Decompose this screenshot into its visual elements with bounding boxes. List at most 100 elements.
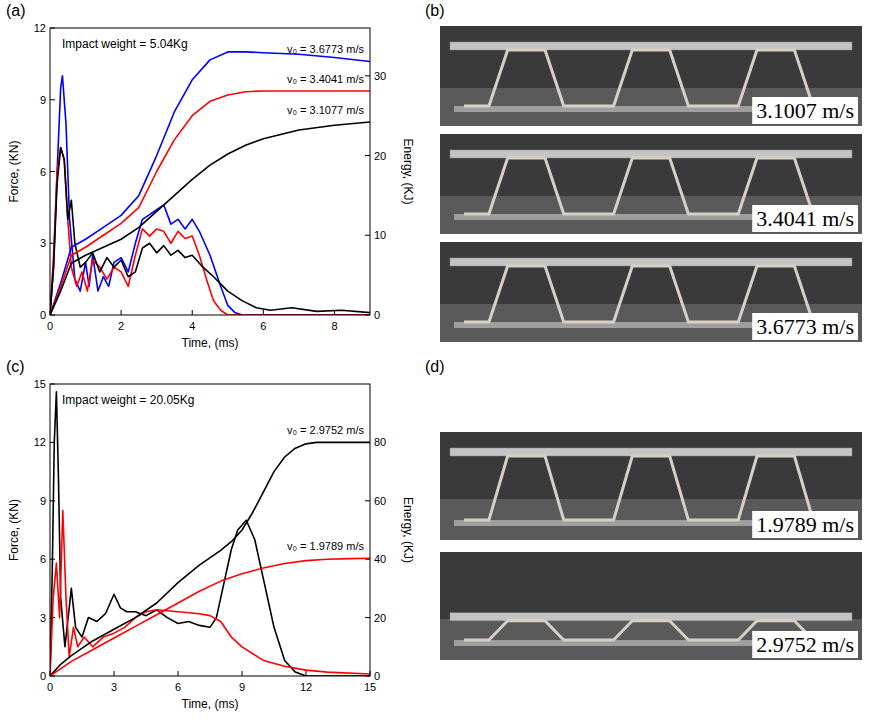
annotation: Impact weight = 5.04Kg: [62, 37, 188, 51]
y2-tick: [365, 617, 370, 618]
energy-line: [50, 558, 370, 676]
y2-tick-label: 30: [374, 70, 386, 82]
x-tick-label: 6: [260, 320, 266, 332]
photo-label: 3.1007 m/s: [756, 98, 854, 123]
y2-tick-label: 0: [374, 309, 380, 321]
y-tick-label: 3: [40, 237, 46, 249]
photo-label-box: [752, 97, 858, 124]
photo-panel: (d) 1.9789 m/s 2.9752 m/s: [425, 358, 862, 660]
x-tick-label: 15: [364, 681, 376, 693]
energy-line: [50, 122, 370, 315]
photo-label-group: 1.9789 m/s: [752, 511, 858, 538]
photo-background: [440, 432, 862, 540]
energy-line: [50, 91, 370, 315]
y2-tick-label: 10: [374, 229, 386, 241]
y-tick: [50, 171, 55, 172]
photo-floor: [440, 196, 862, 234]
photo-floor: [440, 304, 862, 342]
x-axis-title: Time, (ms): [182, 697, 239, 711]
photo-label: 2.9752 m/s: [756, 632, 854, 657]
photo-panel: (b)3.1007 m/s3.4041 m/s3.6773 m/s: [425, 2, 862, 342]
y-tick-label: 9: [40, 94, 46, 106]
y2-tick: [365, 155, 370, 156]
y-axis-title: Force, (KN): [7, 140, 21, 202]
photo-label-box: [752, 631, 858, 658]
y2-tick-label: 20: [374, 150, 386, 162]
energy-line: [50, 442, 370, 676]
y-tick-label: 12: [34, 22, 46, 34]
panel-label: (a): [6, 2, 26, 19]
x-tick-label: 9: [239, 681, 245, 693]
y-tick-label: 15: [34, 378, 46, 390]
photo-floor: [440, 88, 862, 126]
annotation: Impact weight = 20.05Kg: [62, 393, 194, 407]
photo-label: 1.9789 m/s: [756, 512, 854, 537]
x-tick-label: 4: [189, 320, 195, 332]
y2-tick-label: 0: [374, 670, 380, 682]
photo-label-box: [752, 511, 858, 538]
series-group: [50, 52, 370, 315]
photo-background: [440, 134, 862, 234]
chart-panel: (a) 0 2 4 6 8 0 3 6 9 12 0 10 20 30 Time, (ms) Force, (K…: [6, 2, 415, 350]
y-tick-label: 0: [40, 670, 46, 682]
chart-panel: (c)0369121503691215020406080Time, (ms)Fo…: [6, 358, 415, 711]
photo-label-group: 2.9752 m/s: [752, 631, 858, 658]
x-tick: [192, 310, 193, 315]
y2-tick-label: 60: [374, 495, 386, 507]
y2-tick-label: 40: [374, 553, 386, 565]
panel-label: (d): [425, 358, 445, 375]
y-axis-title: Force, (KN): [7, 499, 21, 561]
y-tick-label: 6: [40, 553, 46, 565]
y-tick-label: 3: [40, 612, 46, 624]
x-tick: [178, 671, 179, 676]
y-tick-label: 6: [40, 166, 46, 178]
x-tick-label: 0: [47, 681, 53, 693]
plot-frame: [50, 384, 370, 676]
corrugated-core: [464, 456, 838, 520]
series-label: v₀ = 3.6773 m/s: [287, 43, 365, 55]
y2-tick: [365, 235, 370, 236]
x-tick: [121, 310, 122, 315]
x-tick-label: 12: [300, 681, 312, 693]
plot-frame: [50, 28, 370, 315]
photo-background: [440, 242, 862, 342]
force-line: [50, 511, 370, 676]
x-tick-label: 2: [118, 320, 124, 332]
y2-tick-label: 20: [374, 612, 386, 624]
y2-axis-title: Energy, (KJ): [401, 497, 415, 563]
x-tick-label: 6: [175, 681, 181, 693]
panel-label: (b): [425, 2, 445, 19]
photo-floor: [440, 619, 862, 660]
panel-label: (c): [6, 358, 25, 375]
y-tick-label: 9: [40, 495, 46, 507]
photo-background: [440, 26, 862, 126]
photo-label-group: 3.1007 m/s: [752, 97, 858, 124]
force-line: [50, 76, 370, 315]
series-group: [50, 392, 370, 676]
photo-label: 3.6773 m/s: [756, 314, 854, 339]
photo-background: [440, 552, 862, 660]
y-tick-label: 0: [40, 309, 46, 321]
x-axis-title: Time, (ms): [182, 336, 239, 350]
x-tick-label: 0: [47, 320, 53, 332]
y-tick: [50, 500, 55, 501]
y-tick: [50, 99, 55, 100]
x-tick-label: 3: [111, 681, 117, 693]
y2-tick: [365, 500, 370, 501]
photo-label-box: [752, 313, 858, 340]
x-tick: [114, 671, 115, 676]
series-label: v₀ = 3.4041 m/s: [287, 73, 365, 85]
y2-tick-label: 80: [374, 436, 386, 448]
y2-axis-title: Energy, (KJ): [401, 139, 415, 205]
y-tick-label: 12: [34, 436, 46, 448]
force-line: [50, 392, 370, 676]
photo-label-box: [752, 205, 858, 232]
photo-floor: [440, 499, 862, 540]
x-tick-label: 8: [331, 320, 337, 332]
series-label: v₀ = 1.9789 m/s: [287, 540, 365, 552]
photo-label-group: 3.6773 m/s: [752, 313, 858, 340]
series-label: v₀ = 3.1077 m/s: [287, 104, 365, 116]
x-tick: [242, 671, 243, 676]
energy-line: [50, 52, 370, 315]
figure: (a)024680369120102030Time, (ms)Force, (K…: [0, 0, 870, 724]
